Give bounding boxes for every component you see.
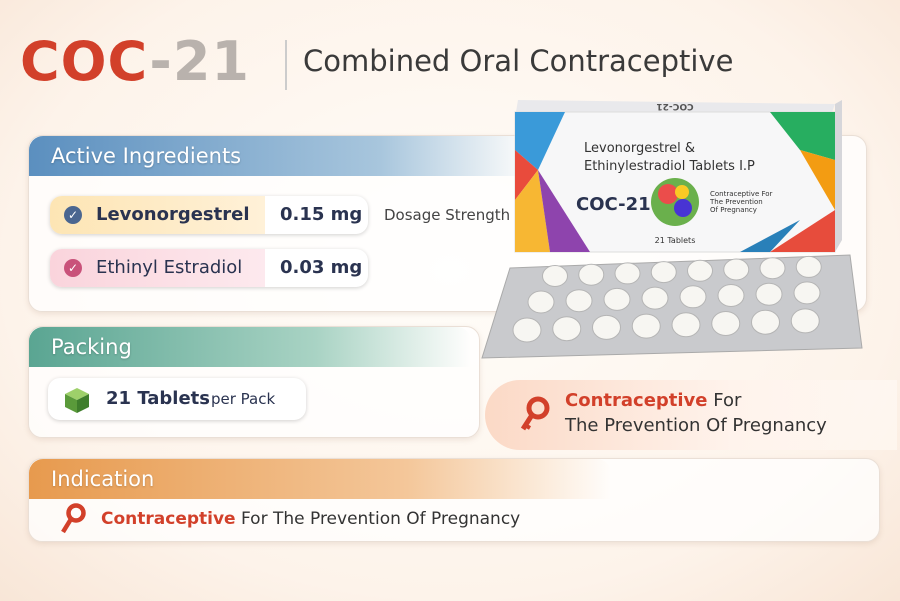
tablet xyxy=(751,309,780,335)
box-line2: Ethinylestradiol Tablets I.P xyxy=(584,159,755,174)
box-side-text: The Prevention xyxy=(709,198,763,206)
tablet xyxy=(723,258,750,281)
tablet xyxy=(711,311,741,336)
indication-title: Indication xyxy=(29,459,611,499)
tablet xyxy=(795,255,822,278)
box-line1: Levonorgestrel & xyxy=(584,141,695,156)
key-icon xyxy=(520,396,550,431)
callout-line1: Contraceptive For xyxy=(565,390,741,411)
tablet xyxy=(679,285,707,309)
indication-highlight: Contraceptive xyxy=(101,509,236,529)
tablet xyxy=(592,314,621,340)
tablet xyxy=(641,286,669,310)
product-image: COC-21 Levonorgestrel & Ethinylestradiol… xyxy=(481,100,863,359)
callout-highlight: Contraceptive xyxy=(565,390,708,411)
box-count: 21 Tablets xyxy=(655,236,696,245)
packing-unit: per Pack xyxy=(211,390,276,408)
brand-main: COC xyxy=(20,30,150,93)
tablet xyxy=(512,317,542,343)
callout-text: For xyxy=(713,390,742,411)
tablet xyxy=(631,313,661,339)
box-logo xyxy=(651,178,699,226)
tablet xyxy=(759,257,786,280)
tablet xyxy=(565,289,593,313)
callout-line2: The Prevention Of Pregnancy xyxy=(565,415,827,436)
tablet xyxy=(578,263,605,286)
packing-count: 21 Tablets xyxy=(106,388,211,409)
indication-panel: Indication Contraceptive For The Prevent… xyxy=(28,458,880,542)
callout: Contraceptive For The Prevention Of Preg… xyxy=(485,380,897,450)
tablet xyxy=(650,261,677,284)
tablet xyxy=(542,265,568,287)
tablet xyxy=(755,282,783,306)
check-icon: ✓ xyxy=(64,206,82,224)
ingredient-dose: 0.15 mg xyxy=(280,204,363,225)
tablet xyxy=(614,262,641,285)
dosage-note: Dosage Strength xyxy=(384,206,511,224)
ingredients-title: Active Ingredients xyxy=(29,136,531,176)
ingredient-pill: ✓ Levonorgestrel 0.15 mg xyxy=(50,196,368,234)
tablet xyxy=(717,284,745,307)
box-icon xyxy=(65,388,89,413)
tablet xyxy=(603,287,631,311)
check-icon: ✓ xyxy=(64,259,82,277)
tablet xyxy=(527,290,555,314)
pill-highlight xyxy=(50,249,265,287)
pill-highlight xyxy=(50,196,265,234)
box-side-text: Contraceptive For xyxy=(710,190,773,198)
brand: COC-21 xyxy=(20,30,250,93)
box-brand: COC-21 xyxy=(576,194,651,215)
divider xyxy=(285,40,287,90)
tablet xyxy=(552,316,582,342)
ingredient-dose: 0.03 mg xyxy=(280,257,363,278)
subtitle: Combined Oral Contraceptive xyxy=(303,44,734,78)
box-side xyxy=(835,100,842,252)
tablet xyxy=(793,281,821,305)
key-icon xyxy=(61,503,86,534)
tablet xyxy=(687,259,713,282)
brand-suffix: -21 xyxy=(149,30,250,93)
packing-title: Packing xyxy=(29,327,471,367)
indication-line: Contraceptive For The Prevention Of Preg… xyxy=(101,509,520,529)
ingredient-name: Ethinyl Estradiol xyxy=(96,257,243,278)
ingredient-name: Levonorgestrel xyxy=(96,204,250,225)
packing-pill: 21 Tablets per Pack xyxy=(48,378,306,420)
tablet xyxy=(790,308,820,334)
tablet xyxy=(671,312,701,338)
indication-text: For The Prevention Of Pregnancy xyxy=(241,509,521,529)
ingredient-pill: ✓ Ethinyl Estradiol 0.03 mg xyxy=(50,249,368,287)
box-side-text: Of Pregnancy xyxy=(710,206,757,214)
box-top-label: COC-21 xyxy=(656,101,693,111)
